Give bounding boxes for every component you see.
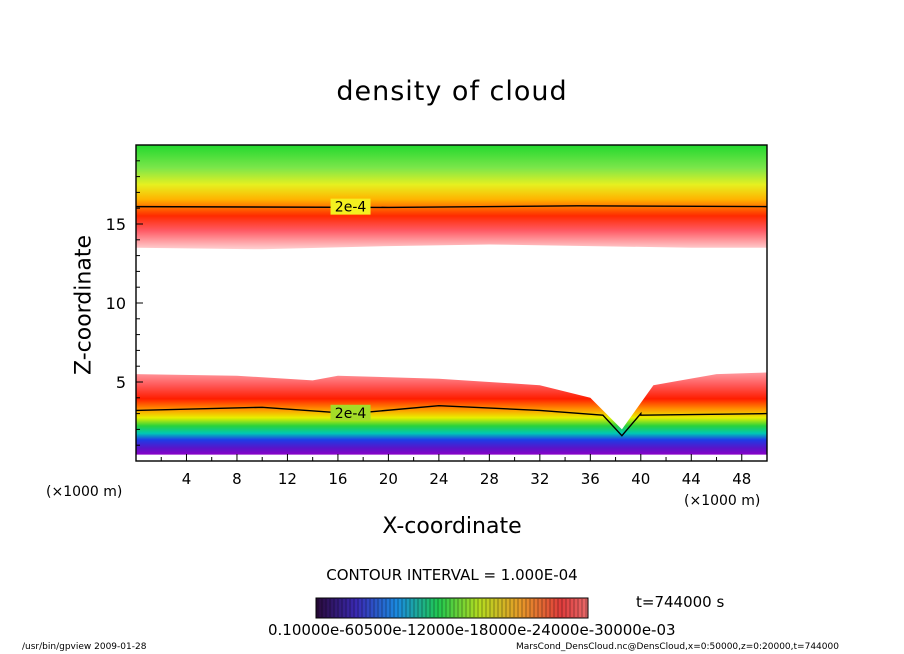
- contour-line-lower: [136, 404, 767, 437]
- plot-area: 2e-4 2e-4: [136, 145, 767, 455]
- x-axis-label: X-coordinate: [382, 514, 522, 539]
- time-label: t=744000 s: [636, 593, 725, 611]
- x-tick-label: 36: [581, 470, 600, 488]
- contour-label-upper: 2e-4: [335, 200, 367, 216]
- contour-label-lower: 2e-4: [335, 406, 367, 422]
- x-tick-label: 32: [530, 470, 549, 488]
- x-tick-label: 8: [232, 470, 242, 488]
- colorbar: [315, 597, 589, 619]
- lower-cloud-layer: [136, 372, 767, 455]
- y-axis: 5 10 15: [106, 160, 143, 446]
- y-axis-label: Z-coordinate: [71, 235, 97, 375]
- chart-title: density of cloud: [336, 76, 568, 107]
- contour-line-upper: [136, 205, 767, 209]
- x-tick-label: 24: [429, 470, 448, 488]
- x-tick-label: 20: [379, 470, 398, 488]
- y-tick-label: 5: [116, 373, 126, 392]
- y-tick-label: 10: [106, 294, 126, 313]
- x-tick-label: 28: [480, 470, 499, 488]
- colorbar-tick-labels: 0.10000e-60500e-12000e-18000e-24000e-300…: [268, 621, 676, 639]
- contour-label-bg-upper: [330, 198, 371, 215]
- x-tick-label: 48: [732, 470, 751, 488]
- colorbar-stripes: [317, 599, 587, 617]
- footer-source: MarsCond_DensCloud.nc@DensCloud,x=0:5000…: [516, 642, 839, 652]
- x-tick-label: 40: [631, 470, 650, 488]
- footer-program: /usr/bin/gpview 2009-01-28: [22, 642, 147, 652]
- upper-cloud-layer: [136, 145, 767, 250]
- x-tick-label: 4: [182, 470, 192, 488]
- x-tick-label: 44: [682, 470, 701, 488]
- x-tick-label: 16: [328, 470, 347, 488]
- x-tick-label: 12: [278, 470, 297, 488]
- x-unit-right: (×1000 m): [684, 493, 761, 509]
- contour-label-bg-lower: [330, 404, 371, 421]
- y-tick-label: 15: [106, 215, 126, 234]
- x-axis: 4 8 12 16 20 24 28 32 36 40 44 48: [160, 454, 751, 488]
- x-unit-left: (×1000 m): [46, 484, 123, 500]
- contour-interval-text: CONTOUR INTERVAL = 1.000E-04: [326, 566, 578, 584]
